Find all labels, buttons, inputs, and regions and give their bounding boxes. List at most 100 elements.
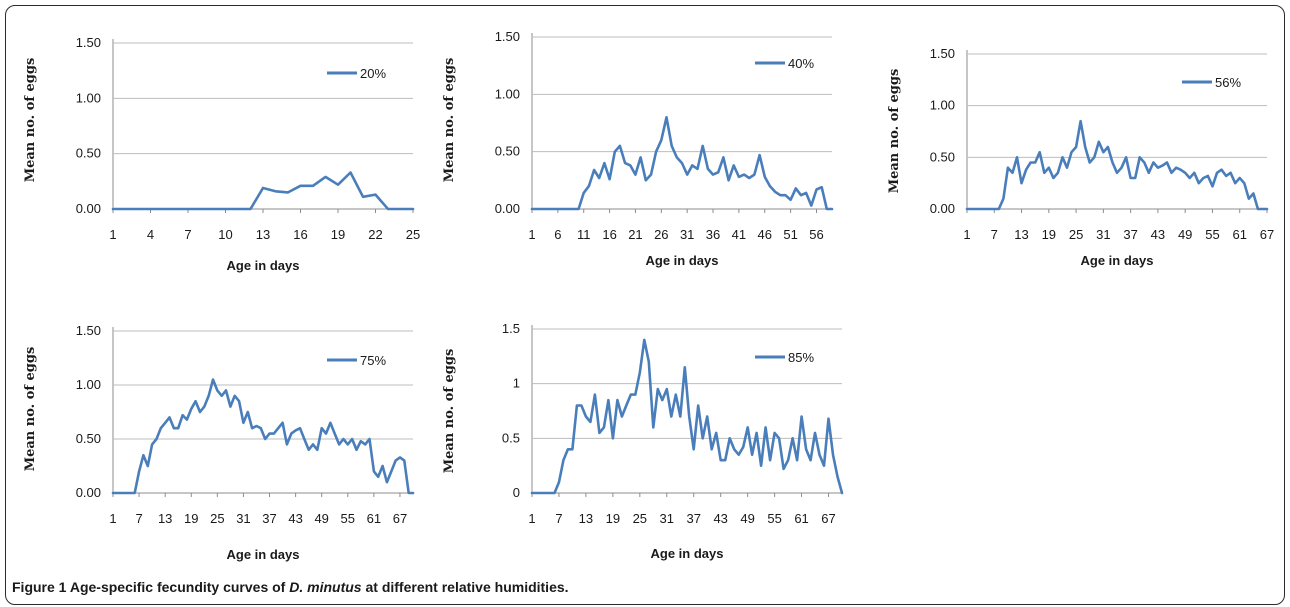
x-tick-label: 37: [262, 511, 276, 526]
figure-caption: Figure 1 Age-specific fecundity curves o…: [12, 579, 569, 595]
caption-text-before: Age-specific fecundity curves of: [69, 579, 286, 595]
x-tick-label: 21: [628, 227, 642, 242]
y-tick-label: 1.50: [930, 46, 955, 61]
x-axis-title: Age in days: [646, 253, 719, 268]
x-tick-label: 7: [991, 227, 998, 242]
caption-species: D. minutus: [289, 579, 362, 595]
chart-panel-2: 0.000.501.001.501 6 11 16 21 26 31 36 41 46 51 5640…: [442, 29, 834, 268]
x-tick-label: 49: [740, 511, 754, 526]
x-tick-label: 22: [368, 227, 382, 242]
x-tick-label: 26: [654, 227, 668, 242]
x-tick-label: 51: [783, 227, 797, 242]
x-tick-label: 31: [236, 511, 250, 526]
y-tick-label: 1.00: [495, 86, 520, 101]
figure-frame: [5, 5, 1285, 605]
legend-label: 56%: [1215, 75, 1241, 90]
series-line: [111, 171, 415, 211]
x-tick-label: 61: [1232, 227, 1246, 242]
x-axis-title: Age in days: [227, 258, 300, 273]
x-tick-label: 19: [606, 511, 620, 526]
y-axis-title: Mean no. of eggs: [23, 58, 38, 183]
legend-label: 75%: [360, 353, 386, 368]
series-line: [530, 338, 844, 495]
series-line: [111, 378, 415, 495]
y-tick-label: 1.50: [76, 35, 101, 50]
x-tick-label: 13: [256, 227, 270, 242]
y-tick-label: 0.50: [76, 146, 101, 161]
y-tick-label: 0.00: [930, 201, 955, 216]
legend-label: 20%: [360, 66, 386, 81]
legend-label: 85%: [788, 350, 814, 365]
y-tick-label: 1.50: [495, 29, 520, 44]
legend-label: 40%: [788, 56, 814, 71]
y-tick-label: 1.50: [76, 323, 101, 338]
y-tick-label: 1.00: [76, 90, 101, 105]
x-tick-label: 19: [184, 511, 198, 526]
x-tick-label: 61: [794, 511, 808, 526]
x-tick-label: 56: [809, 227, 823, 242]
y-tick-label: 0.5: [502, 430, 520, 445]
x-tick-label: 49: [1178, 227, 1192, 242]
x-tick-label: 61: [367, 511, 381, 526]
x-axis-title: Age in days: [651, 546, 724, 561]
y-tick-label: 1.00: [930, 98, 955, 113]
x-tick-label: 67: [821, 511, 835, 526]
x-tick-label: 6: [554, 227, 561, 242]
x-axis-title: Age in days: [1081, 253, 1154, 268]
caption-text-after: at different relative humidities.: [365, 579, 569, 595]
x-tick-label: 1: [963, 227, 970, 242]
y-tick-label: 1.00: [76, 377, 101, 392]
x-tick-label: 46: [758, 227, 772, 242]
y-tick-label: 0.50: [495, 144, 520, 159]
x-tick-label: 1: [528, 227, 535, 242]
x-tick-label: 4: [147, 227, 154, 242]
y-axis-title: Mean no. of eggs: [887, 69, 902, 194]
chart-panel-5: 0 0.5 1 1.5 1 7 13 19 25 31 37 43 49 55 61 67 85% Mean no…: [442, 321, 844, 561]
series-line: [965, 119, 1269, 211]
x-tick-label: 37: [1123, 227, 1137, 242]
x-tick-label: 13: [1014, 227, 1028, 242]
x-tick-label: 7: [555, 511, 562, 526]
x-tick-label: 43: [713, 511, 727, 526]
x-tick-label: 55: [1205, 227, 1219, 242]
x-tick-label: 7: [184, 227, 191, 242]
x-tick-label: 43: [288, 511, 302, 526]
x-tick-label: 16: [602, 227, 616, 242]
y-tick-label: 1.5: [502, 321, 520, 336]
y-tick-label: 1: [513, 376, 520, 391]
series-line: [530, 116, 834, 211]
chart-panel-3: 0.00 0.50 1.00 1.50 1 7 13 19 25 31 37 43 49 55 61 67 56…: [887, 46, 1274, 268]
x-tick-label: 67: [1260, 227, 1274, 242]
x-tick-label: 67: [393, 511, 407, 526]
caption-label: Figure 1: [12, 579, 67, 595]
chart-panel-4: 0.00 0.50 1.00 1.50 1 7 13 19 25 31 37 43 49 55 61 67 75…: [23, 323, 415, 562]
x-tick-label: 25: [633, 511, 647, 526]
y-axis-title: Mean no. of eggs: [442, 58, 457, 183]
chart-panel-1: 0.00 0.50 1.00 1.50 1 4 7 10 13 16 19 22 25 20% Mean n…: [23, 35, 420, 273]
x-tick-label: 31: [1096, 227, 1110, 242]
x-tick-label: 37: [687, 511, 701, 526]
y-axis-title: Mean no. of eggs: [23, 347, 38, 472]
y-tick-label: 0.50: [76, 431, 101, 446]
x-tick-label: 36: [706, 227, 720, 242]
x-tick-label: 16: [293, 227, 307, 242]
x-tick-label: 43: [1151, 227, 1165, 242]
x-tick-label: 41: [732, 227, 746, 242]
x-tick-label: 13: [579, 511, 593, 526]
x-tick-label: 55: [767, 511, 781, 526]
x-tick-label: 10: [218, 227, 232, 242]
x-tick-label: 25: [210, 511, 224, 526]
y-tick-label: 0.50: [930, 149, 955, 164]
x-tick-label: 25: [406, 227, 420, 242]
x-tick-label: 1: [109, 511, 116, 526]
x-tick-label: 1: [528, 511, 535, 526]
x-tick-label: 11: [577, 227, 591, 242]
x-tick-label: 1: [109, 227, 116, 242]
x-tick-label: 49: [314, 511, 328, 526]
y-tick-label: 0.00: [76, 201, 101, 216]
x-tick-label: 31: [660, 511, 674, 526]
y-tick-label: 0: [513, 485, 520, 500]
x-tick-label: 55: [341, 511, 355, 526]
x-axis-title: Age in days: [227, 547, 300, 562]
x-tick-label: 25: [1069, 227, 1083, 242]
